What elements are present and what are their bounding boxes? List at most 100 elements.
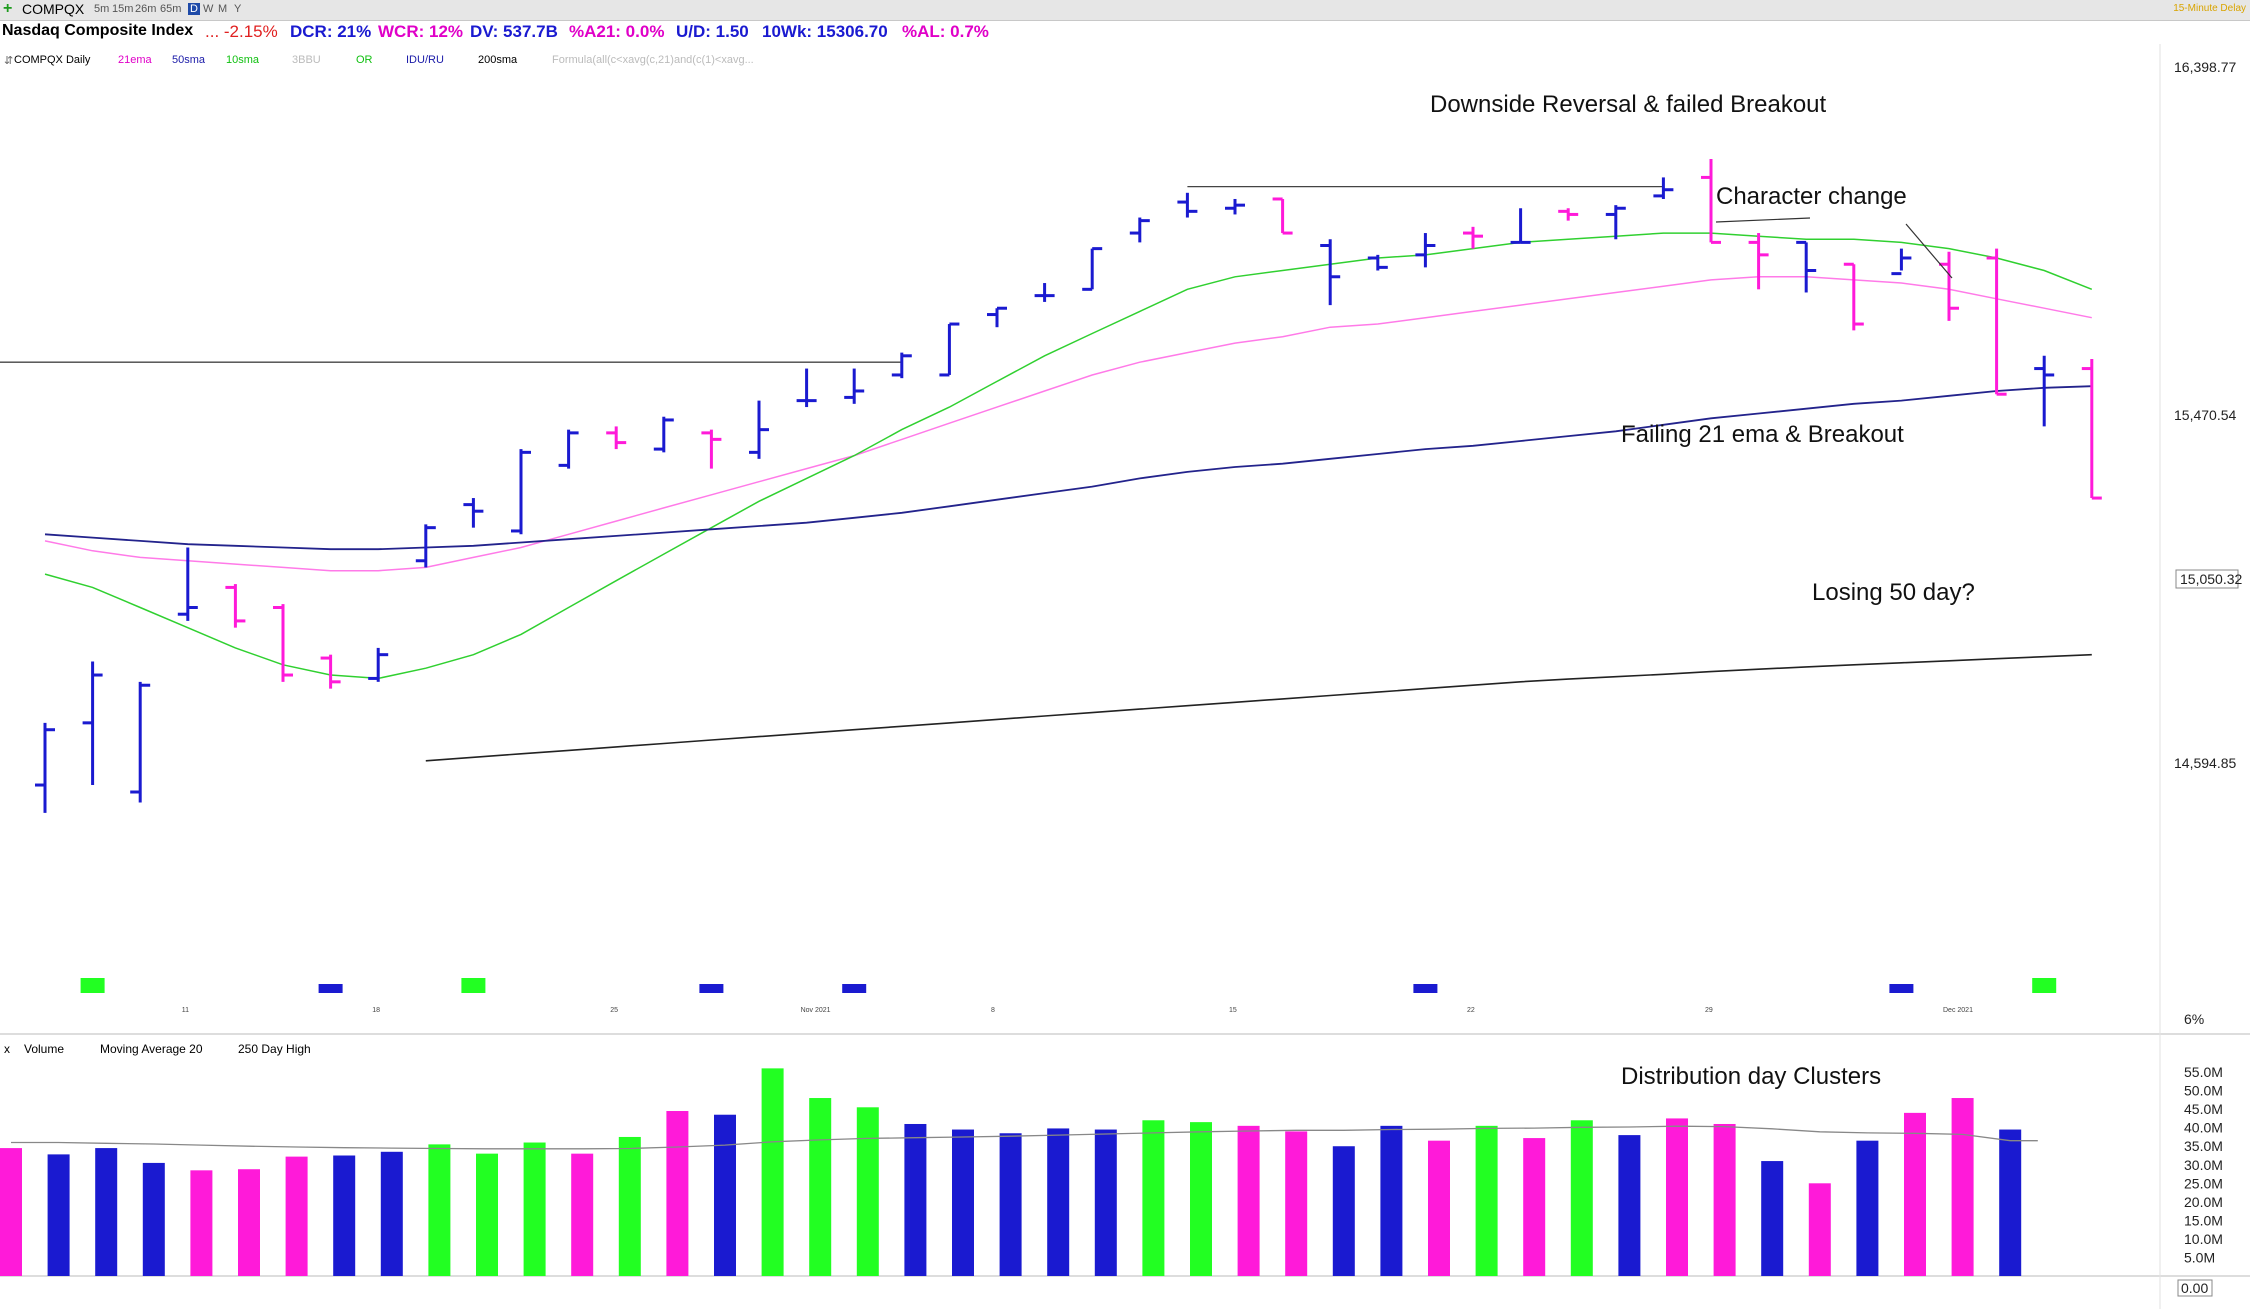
volume-bar <box>1761 1161 1784 1276</box>
price-bar <box>1510 208 1531 244</box>
volume-readout-box <box>2177 1279 2213 1297</box>
price-bar <box>987 306 1007 328</box>
indicator-idu-ru[interactable]: IDU/RU <box>406 54 444 66</box>
volume-tick-label: 30.0M <box>2184 1157 2223 1173</box>
sma200-line <box>425 653 2092 762</box>
price-bar <box>1796 240 1817 293</box>
volume-bar <box>1856 1140 1879 1276</box>
x-tick-label: 29 <box>1705 1007 1713 1014</box>
indicator-10sma[interactable]: 10sma <box>226 54 260 66</box>
price-bar <box>225 584 246 628</box>
x-tick-label: Dec 2021 <box>1943 1007 1973 1014</box>
add-symbol-icon[interactable]: + <box>3 0 13 17</box>
price-bar <box>1653 177 1674 199</box>
price-bar <box>749 400 769 459</box>
volume-bar <box>1285 1131 1308 1276</box>
indicator-200sma[interactable]: 200sma <box>478 54 518 66</box>
price-bar <box>1320 239 1341 306</box>
price-tick-low: 14,594.85 <box>2174 755 2236 771</box>
ud-value: U/D: 1.50 <box>676 22 749 41</box>
indicator-or[interactable]: OR <box>356 54 373 66</box>
wk10-value: 10Wk: 15306.70 <box>762 22 888 41</box>
price-bar <box>1558 208 1579 221</box>
volume-bar <box>1808 1183 1831 1276</box>
timeframe-26m[interactable]: 26m <box>135 3 157 15</box>
annotation-failing: Failing 21 ema & Breakout <box>1621 421 1904 448</box>
price-bar <box>1843 262 1864 331</box>
timeframe-5m[interactable]: 5m <box>94 3 110 15</box>
x-tick-label: 15 <box>1229 1007 1237 1014</box>
price-tick-top: 16,398.77 <box>2174 59 2236 75</box>
x-tick-label: 22 <box>1467 1007 1475 1014</box>
volume-bar <box>1332 1146 1355 1276</box>
signal-marker <box>1889 984 1914 993</box>
wcr-value: WCR: 12% <box>378 22 464 41</box>
sma10-line <box>44 232 2093 680</box>
status-bar: Nasdaq Composite Index ... -2.15% DCR: 2… <box>0 20 2250 44</box>
volume-bar <box>1666 1118 1688 1276</box>
price-bar <box>1701 159 1721 244</box>
volume-bar <box>1999 1129 2022 1276</box>
symbol-label[interactable]: COMPQX <box>22 1 85 17</box>
indicator-50sma[interactable]: 50sma <box>172 54 206 66</box>
chart-area[interactable]: 11 18 25 Nov 2021 8 15 22 29 Dec 2021 16,398.77 … <box>0 44 2250 1309</box>
price-bar <box>2081 358 2102 500</box>
volume-bar <box>1047 1128 1070 1276</box>
volume-close-mark[interactable]: x <box>4 1042 10 1056</box>
volume-bar <box>571 1153 594 1276</box>
volume-ma-label[interactable]: Moving Average 20 <box>100 1042 203 1056</box>
price-bar <box>1605 205 1626 240</box>
x-tick-label: 18 <box>372 1007 380 1014</box>
indicator-formula[interactable]: Formula(all(c<xavg(c,21)and(c(1)<xavg... <box>552 54 754 66</box>
volume-bar <box>523 1142 546 1276</box>
signal-marker <box>461 978 486 993</box>
price-bar <box>1082 247 1103 291</box>
price-bar <box>320 654 341 689</box>
timeframe-yearly[interactable]: Y <box>234 3 242 15</box>
volume-bar <box>1142 1120 1165 1276</box>
indicator-price[interactable]: COMPQX Daily <box>14 54 91 66</box>
price-bar <box>701 429 722 469</box>
timeframe-15m[interactable]: 15m <box>112 3 134 15</box>
index-name: Nasdaq Composite Index <box>2 22 194 39</box>
volume-bar <box>380 1151 403 1276</box>
data-delay-label: 15-Minute Delay <box>2173 3 2246 14</box>
volume-bar <box>1523 1138 1546 1276</box>
volume-bar <box>999 1133 1022 1276</box>
signal-marker <box>699 984 724 993</box>
timeframe-daily[interactable]: D <box>188 3 200 15</box>
volume-bar <box>666 1111 689 1276</box>
volume-axis: 55.0M 50.0M 45.0M 40.0M 35.0M 30.0M 25.0M 20.0M… <box>2177 1064 2223 1297</box>
indicator-3bbu[interactable]: 3BBU <box>292 54 321 66</box>
volume-bar <box>618 1136 641 1276</box>
price-bar <box>1225 198 1245 215</box>
price-bar <box>1272 197 1293 235</box>
timeframe-65m[interactable]: 65m <box>160 3 182 15</box>
price-bar <box>35 722 55 813</box>
sma50-line <box>44 385 2092 551</box>
volume-bar <box>476 1153 498 1276</box>
indicator-21ema[interactable]: 21ema <box>118 54 152 66</box>
volume-label[interactable]: Volume <box>24 1042 65 1056</box>
al-value: %AL: 0.7% <box>902 22 989 41</box>
volume-bar <box>1951 1098 1974 1276</box>
price-tick-mid: 15,470.54 <box>2174 407 2236 423</box>
volume-250high-label[interactable]: 250 Day High <box>238 1042 311 1056</box>
timeframe-weekly[interactable]: W <box>203 3 214 15</box>
volume-tick-label: 40.0M <box>2184 1120 2223 1136</box>
timeframe-monthly[interactable]: M <box>218 3 228 15</box>
x-tick-label: 11 <box>182 1007 189 1014</box>
volume-bar <box>428 1144 451 1276</box>
title-bar: + COMPQX 5m 15m 26m 65m D W M Y 15-Minut… <box>0 0 2250 21</box>
price-bar <box>1891 248 1912 276</box>
volume-bar <box>95 1148 118 1276</box>
volume-bar <box>1190 1122 1212 1276</box>
volume-tick-label: 10.0M <box>2184 1231 2223 1247</box>
price-bar <box>558 429 579 469</box>
volume-tick-label: 55.0M <box>2184 1064 2223 1080</box>
price-bar <box>130 681 151 803</box>
price-bar <box>606 426 627 450</box>
volume-bar <box>1237 1125 1260 1276</box>
volume-bar <box>1713 1123 1736 1276</box>
annotation-character-pointer <box>1905 223 1953 279</box>
